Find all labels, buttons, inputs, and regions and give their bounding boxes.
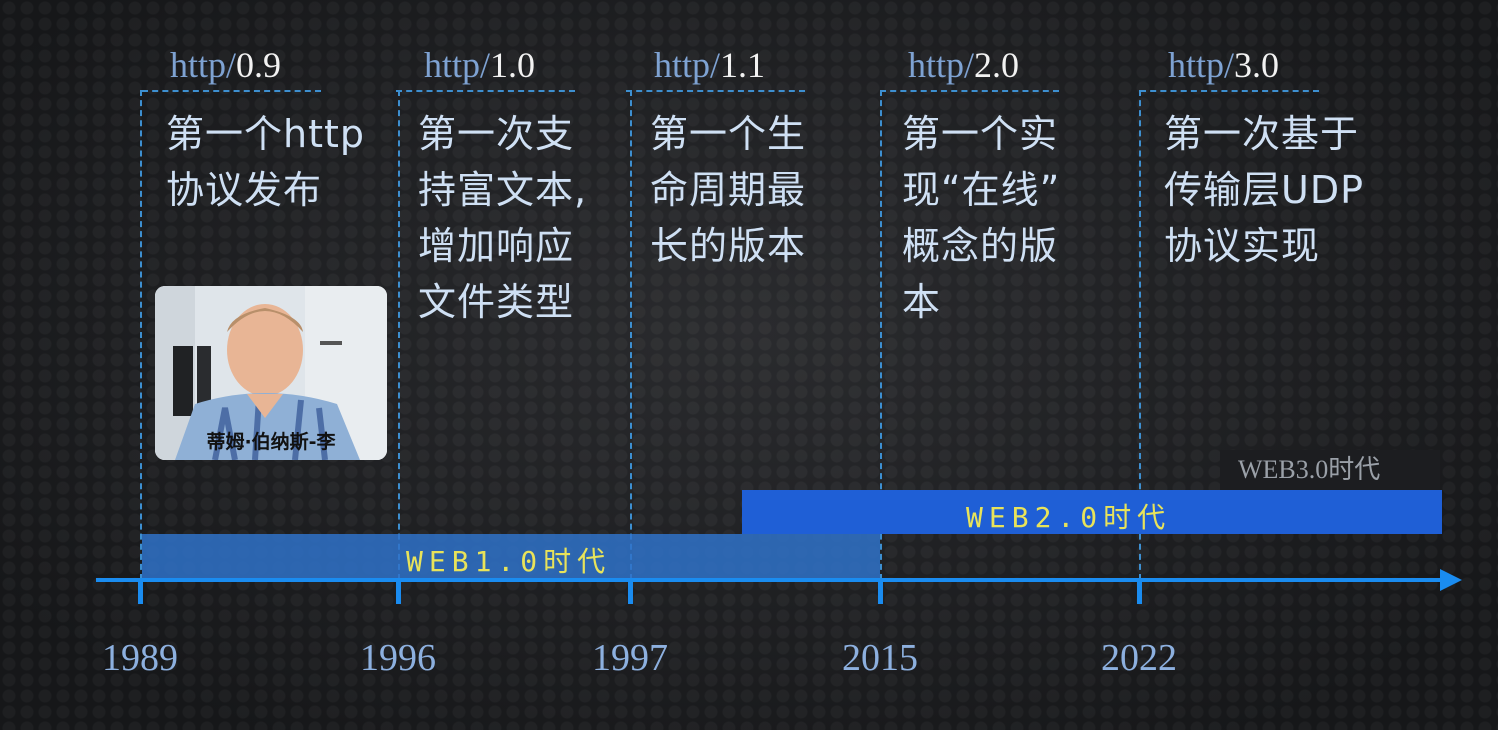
version-header-2.0: http/2.0 — [879, 44, 1060, 92]
version-number: 0.9 — [236, 45, 282, 85]
portrait-caption: 蒂姆·伯纳斯-李 — [206, 431, 336, 453]
year-label: 1997 — [592, 637, 668, 679]
axis-tick — [1137, 580, 1142, 604]
axis-tick — [878, 580, 883, 604]
year-label: 1996 — [360, 637, 436, 679]
year-label: 2015 — [842, 637, 918, 679]
separator-line — [1139, 90, 1141, 580]
separator-line — [880, 90, 882, 580]
separator-line — [140, 90, 142, 580]
version-description: 第一次基于 传输层UDP 协议实现 — [1164, 112, 1364, 268]
version-protocol: http/ — [654, 45, 721, 85]
year-label: 2022 — [1101, 637, 1177, 679]
version-protocol: http/ — [908, 45, 975, 85]
timeline-axis — [96, 578, 1446, 582]
tim-berners-lee-photo: 蒂姆·伯纳斯-李 — [155, 286, 387, 460]
version-protocol: http/ — [424, 45, 491, 85]
version-protocol: http/ — [170, 45, 237, 85]
axis-tick — [138, 580, 143, 604]
separator-line — [630, 90, 632, 580]
axis-tick — [396, 580, 401, 604]
version-header-0.9: http/0.9 — [141, 44, 322, 92]
version-description: 第一个http 协议发布 — [166, 112, 366, 212]
web1-era-bar — [142, 534, 880, 578]
version-header-1.1: http/1.1 — [625, 44, 806, 92]
version-description: 第一个实 现“在线” 概念的版 本 — [902, 112, 1061, 324]
version-number: 3.0 — [1234, 45, 1280, 85]
portrait-image — [155, 286, 387, 460]
version-number: 1.0 — [490, 45, 536, 85]
year-label: 1989 — [102, 637, 178, 679]
version-header-1.0: http/1.0 — [395, 44, 576, 92]
web2-era-label: WEB2.0时代 — [966, 501, 1172, 534]
separator-line — [398, 90, 400, 580]
version-header-3.0: http/3.0 — [1139, 44, 1320, 92]
axis-tick — [628, 580, 633, 604]
version-description: 第一个生 命周期最 长的版本 — [650, 112, 807, 268]
version-number: 2.0 — [974, 45, 1020, 85]
web1-era-label: WEB1.0时代 — [406, 545, 612, 578]
version-description: 第一次支 持富文本, 增加响应 文件类型 — [418, 112, 588, 324]
web3-era-label: WEB3.0时代 — [1220, 450, 1440, 490]
version-number: 1.1 — [720, 45, 766, 85]
version-protocol: http/ — [1168, 45, 1235, 85]
web2-era-bar — [742, 490, 1442, 534]
arrow-right-icon — [1440, 569, 1462, 591]
